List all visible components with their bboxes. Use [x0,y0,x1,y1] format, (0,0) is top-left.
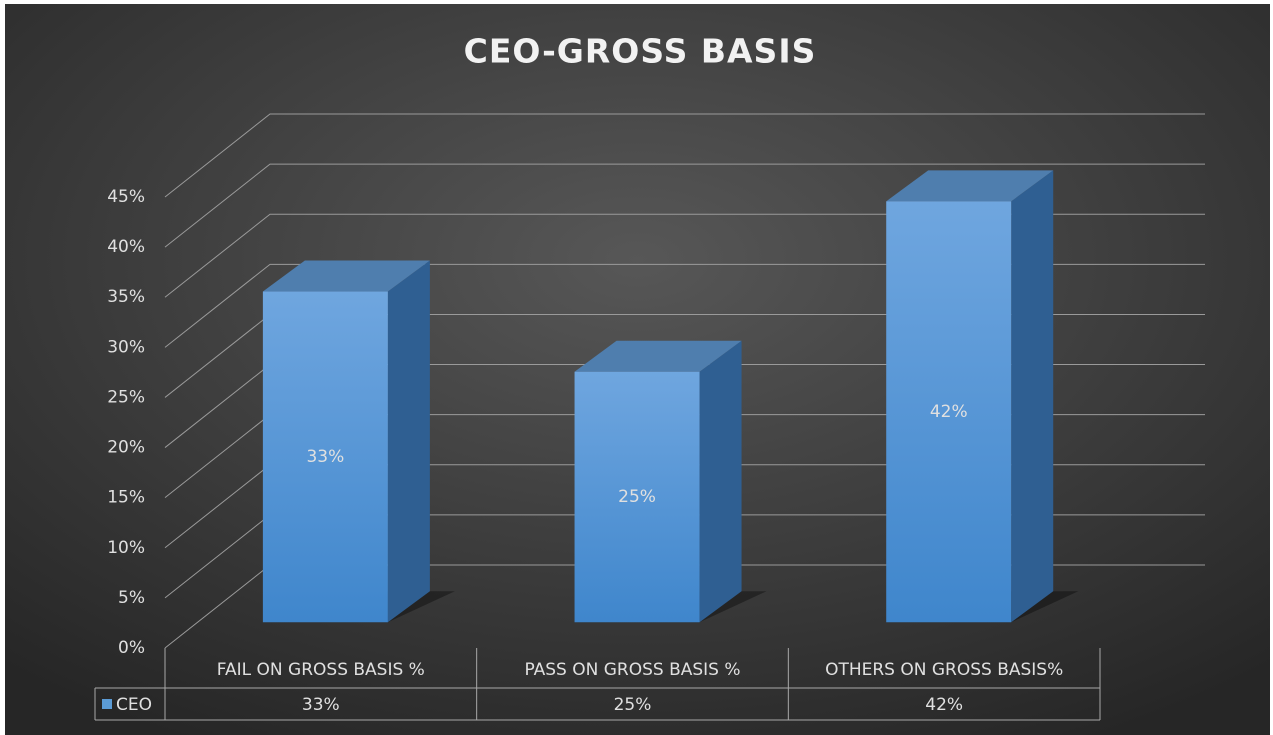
data-label: 42% [930,402,968,422]
y-tick-label: 45% [107,187,145,207]
table-value: 42% [925,695,963,715]
bar-side [699,340,742,623]
y-tick-label: 35% [107,287,145,307]
x-tick-label: FAIL ON GROSS BASIS % [217,660,425,680]
chart-title: CEO-GROSS BASIS [464,32,817,71]
table-value: 33% [302,695,340,715]
legend-label: CEO [116,695,152,715]
x-tick-label: OTHERS ON GROSS BASIS% [825,660,1063,680]
bar-top [886,170,1054,202]
y-tick-label: 20% [107,438,145,458]
bar [574,371,700,623]
y-tick-label: 0% [118,638,145,658]
bar-side [1011,170,1054,623]
y-tick-label: 40% [107,237,145,257]
data-table: FAIL ON GROSS BASIS % 33% PASS ON GROSS BA… [94,648,1101,721]
x-tick-label: PASS ON GROSS BASIS % [524,660,740,680]
grid-line [164,163,1205,248]
y-tick-label: 10% [107,538,145,558]
legend-swatch [102,699,112,709]
bar [886,201,1012,623]
grid-line [164,113,1205,198]
y-tick-label: 15% [107,488,145,508]
data-label: 25% [618,487,656,507]
y-tick-label: 30% [107,337,145,357]
bars: 33% 25% 42% [262,170,1079,623]
y-tick-label: 25% [107,387,145,407]
grid: 0% 5% 10% 15% 20% 25% 30% 35% 40% 45% [107,113,1205,658]
bar [262,291,388,623]
table-value: 25% [614,695,652,715]
y-tick-label: 5% [118,588,145,608]
data-label: 33% [306,447,344,467]
bar-side [387,260,430,623]
bar-top [262,260,430,292]
bar-top [574,340,742,372]
